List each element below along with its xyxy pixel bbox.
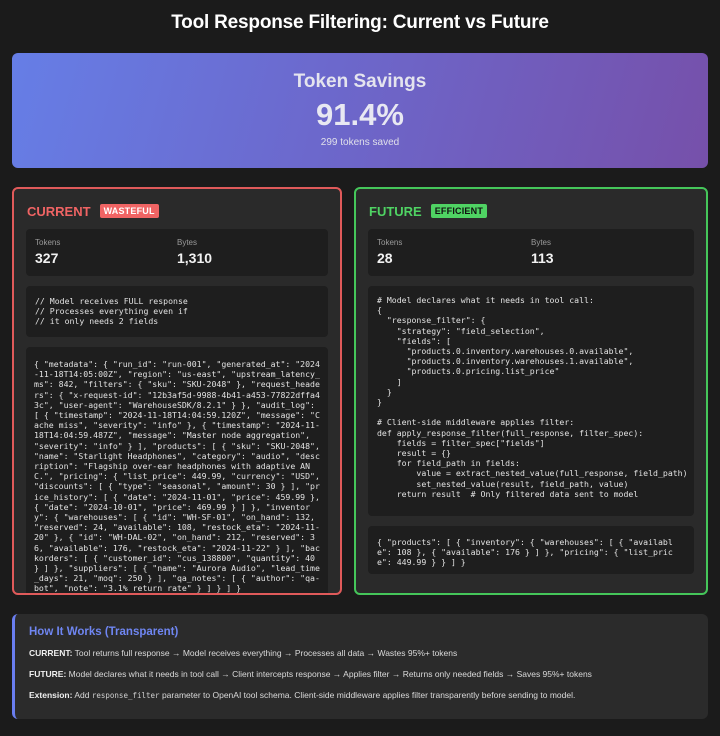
future-tokens-stat: Tokens 28 (377, 238, 531, 267)
tokens-label: Tokens (377, 238, 403, 247)
page-title: Tool Response Filtering: Current vs Futu… (171, 12, 549, 33)
tokens-saved-text: 299 tokens saved (320, 137, 400, 148)
token-savings-card: Token Savings 91.4% 299 tokens saved (12, 53, 708, 168)
wasteful-badge: WASTEFUL (99, 204, 159, 218)
current-stats: Tokens 327 Bytes 1,310 (26, 229, 328, 276)
future-bytes-stat: Bytes 113 (531, 238, 685, 267)
current-tokens-stat: Tokens 327 (35, 238, 177, 267)
how-it-works-section: How It Works (Transparent) CURRENT: Tool… (12, 614, 708, 719)
token-savings-percent: 91.4% (316, 97, 404, 132)
current-panel: CURRENT WASTEFUL Tokens 327 Bytes 1,310 … (12, 187, 342, 595)
bytes-value: 1,310 (177, 250, 213, 266)
bytes-value: 113 (531, 250, 554, 266)
how-extension-line: Extension: Add response_filter parameter… (29, 690, 576, 700)
how-future-line: FUTURE: Model declares what it needs in … (29, 669, 592, 679)
tokens-value: 28 (377, 250, 393, 266)
full-response-code[interactable]: { "metadata": { "run_id": "run-001", "ge… (26, 347, 328, 593)
future-panel-header: FUTURE EFFICIENT (369, 201, 694, 221)
bytes-label: Bytes (531, 238, 552, 247)
response-filter-code: response_filter (91, 691, 160, 700)
current-panel-header: CURRENT WASTEFUL (27, 201, 328, 221)
filtered-response-code: { "products": [ { "inventory": { "wareho… (368, 526, 694, 574)
bytes-label: Bytes (177, 238, 198, 247)
future-panel: FUTURE EFFICIENT Tokens 28 Bytes 113 # M… (354, 187, 708, 595)
tokens-label: Tokens (35, 238, 61, 247)
filter-spec-code: # Model declares what it needs in tool c… (368, 286, 694, 516)
future-title: FUTURE (369, 203, 422, 219)
token-savings-label: Token Savings (293, 71, 427, 92)
how-current-line: CURRENT: Tool returns full response → Mo… (29, 648, 458, 658)
future-stats: Tokens 28 Bytes 113 (368, 229, 694, 276)
current-bytes-stat: Bytes 1,310 (177, 238, 319, 267)
how-it-works-title: How It Works (Transparent) (29, 626, 179, 638)
current-title: CURRENT (27, 203, 91, 219)
efficient-badge: EFFICIENT (430, 204, 488, 218)
tokens-value: 327 (35, 250, 59, 266)
current-comment-code: // Model receives FULL response // Proce… (26, 286, 328, 337)
